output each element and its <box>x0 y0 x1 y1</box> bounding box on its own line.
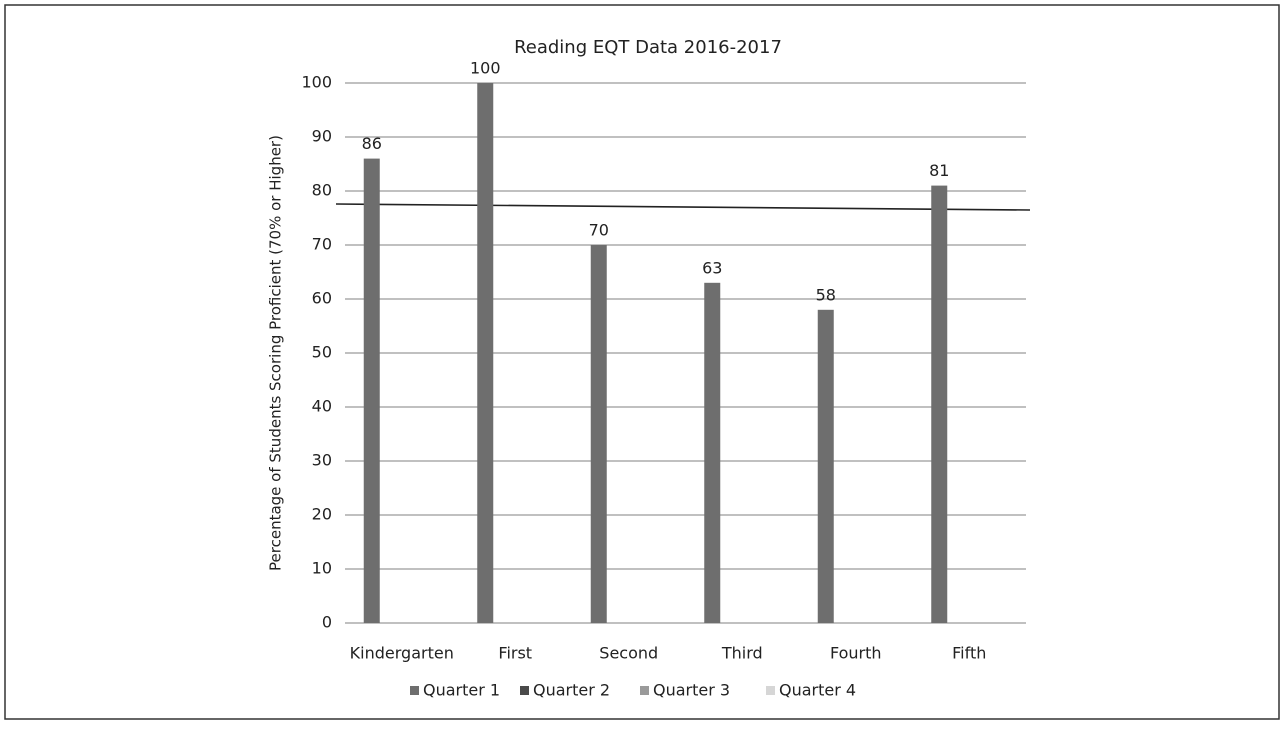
legend-swatch <box>640 686 649 695</box>
legend-label: Quarter 1 <box>423 681 500 700</box>
x-tick-label: Fourth <box>830 644 882 663</box>
y-tick-label: 0 <box>322 613 332 632</box>
bar <box>477 83 494 623</box>
y-tick-label: 100 <box>301 73 332 92</box>
y-tick-label: 50 <box>312 343 332 362</box>
bar <box>817 309 834 623</box>
legend-swatch <box>520 686 529 695</box>
legend-label: Quarter 3 <box>653 681 730 700</box>
bar <box>363 158 380 623</box>
y-axis-label: Percentage of Students Scoring Proficien… <box>267 135 285 571</box>
target-line <box>335 203 1031 211</box>
data-label: 63 <box>702 258 722 277</box>
frame <box>4 4 1280 720</box>
y-tick-label: 80 <box>312 181 332 200</box>
x-tick-label: Third <box>721 644 763 663</box>
x-tick-label: First <box>498 644 532 663</box>
data-label: 70 <box>589 221 609 240</box>
data-label: 81 <box>929 161 949 180</box>
data-label: 58 <box>816 285 836 304</box>
x-tick-label: Second <box>599 644 658 663</box>
y-tick-label: 20 <box>312 505 332 524</box>
chart-title: Reading EQT Data 2016-2017 <box>514 37 782 58</box>
x-tick-label: Kindergarten <box>350 644 454 663</box>
legend-label: Quarter 4 <box>779 681 856 700</box>
legend-label: Quarter 2 <box>533 681 610 700</box>
y-tick-label: 90 <box>312 127 332 146</box>
bar <box>704 282 721 623</box>
legend-swatch <box>410 686 419 695</box>
data-label: 100 <box>470 59 501 78</box>
legend-swatch <box>766 686 775 695</box>
y-tick-label: 40 <box>312 397 332 416</box>
y-tick-label: 70 <box>312 235 332 254</box>
y-tick-label: 10 <box>312 559 332 578</box>
y-tick-label: 30 <box>312 451 332 470</box>
data-label: 86 <box>362 134 382 153</box>
x-tick-label: Fifth <box>952 644 986 663</box>
y-tick-label: 60 <box>312 289 332 308</box>
bar <box>590 245 607 623</box>
bar <box>931 185 948 623</box>
